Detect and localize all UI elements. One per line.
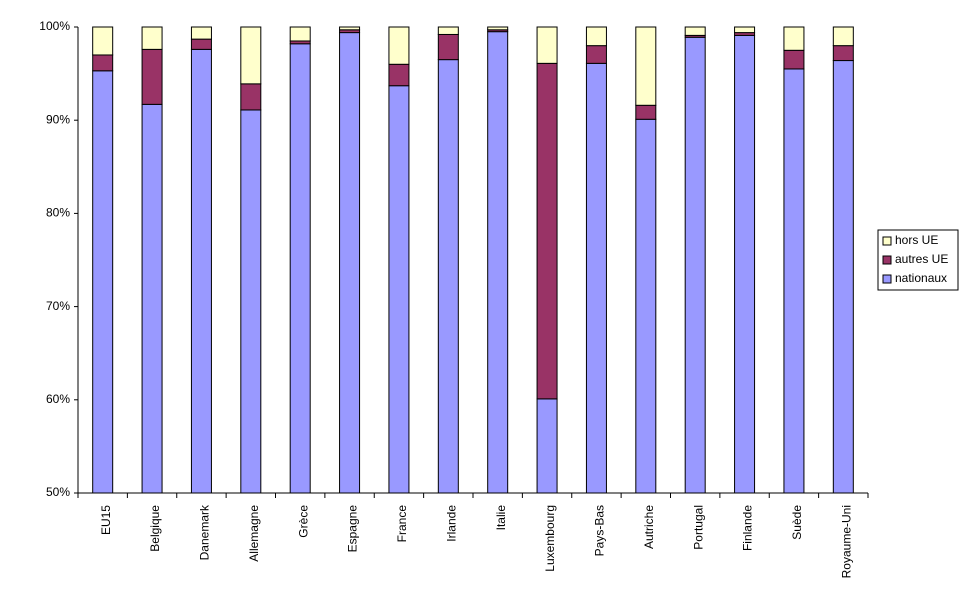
- bar-segment: [832, 26, 854, 47]
- x-tick-label: Autriche: [642, 505, 656, 549]
- legend-swatch: [882, 255, 892, 265]
- y-tick-label: 100%: [39, 19, 70, 33]
- x-tick-label: Suède: [790, 505, 804, 540]
- bar-segment: [734, 34, 756, 494]
- bar-segment: [240, 83, 262, 111]
- x-tick-label: Grèce: [296, 505, 310, 538]
- x-tick-label: Portugal: [691, 505, 705, 550]
- bar-segment: [92, 26, 114, 56]
- x-tick-label: Irlande: [444, 505, 458, 542]
- bar-segment: [190, 48, 212, 494]
- bar-segment: [289, 26, 311, 42]
- bar-segment: [437, 59, 459, 494]
- bar-segment: [388, 26, 410, 65]
- legend-label: hors UE: [895, 233, 938, 247]
- bar-segment: [92, 70, 114, 494]
- legend-label: autres UE: [895, 252, 948, 266]
- x-tick-label: Luxembourg: [543, 505, 557, 572]
- bar-segment: [536, 62, 558, 400]
- bar-segment: [190, 38, 212, 50]
- bar-segment: [339, 26, 361, 31]
- bar-segment: [684, 26, 706, 36]
- x-tick-label: Belgique: [148, 505, 162, 552]
- bar-segment: [190, 26, 212, 40]
- x-tick-label: Italie: [494, 505, 508, 531]
- bar-segment: [339, 32, 361, 494]
- bar-segment: [437, 33, 459, 61]
- bar-segment: [684, 36, 706, 494]
- bar-segment: [635, 104, 657, 120]
- bar-segment: [388, 63, 410, 87]
- bar-segment: [141, 26, 163, 50]
- x-tick-label: Allemagne: [247, 505, 261, 562]
- bar-segment: [92, 54, 114, 72]
- bar-segment: [734, 26, 756, 34]
- bar-segment: [487, 26, 509, 31]
- x-tick-label: Espagne: [346, 505, 360, 553]
- bar-segment: [783, 26, 805, 51]
- bar-segment: [585, 26, 607, 47]
- x-tick-label: EU15: [99, 505, 113, 535]
- y-tick-label: 90%: [46, 112, 70, 126]
- bar-segment: [388, 85, 410, 494]
- legend-swatch: [882, 274, 892, 284]
- bar-segment: [240, 109, 262, 494]
- bar-segment: [141, 103, 163, 494]
- x-tick-label: Danemark: [198, 504, 212, 560]
- bar-segment: [635, 26, 657, 106]
- bar-segment: [437, 26, 459, 35]
- bar-segment: [536, 398, 558, 494]
- bar-segment: [783, 68, 805, 494]
- y-tick-label: 80%: [46, 206, 70, 220]
- bar-segment: [585, 62, 607, 494]
- bar-segment: [487, 31, 509, 494]
- x-tick-label: France: [395, 505, 409, 543]
- legend-swatch: [882, 236, 892, 246]
- x-tick-label: Royaume-Uni: [839, 505, 853, 578]
- bar-segment: [585, 45, 607, 64]
- bar-segment: [141, 48, 163, 105]
- legend-label: nationaux: [895, 271, 947, 285]
- bar-segment: [635, 118, 657, 494]
- x-tick-label: Pays-Bas: [593, 505, 607, 556]
- bar-segment: [289, 43, 311, 494]
- x-tick-label: Finlande: [741, 505, 755, 551]
- bar-segment: [240, 26, 262, 85]
- y-tick-label: 60%: [46, 392, 70, 406]
- bar-segment: [536, 26, 558, 64]
- bar-segment: [783, 49, 805, 70]
- y-tick-label: 50%: [46, 485, 70, 499]
- bar-segment: [832, 45, 854, 62]
- y-tick-label: 70%: [46, 299, 70, 313]
- bar-segment: [832, 60, 854, 494]
